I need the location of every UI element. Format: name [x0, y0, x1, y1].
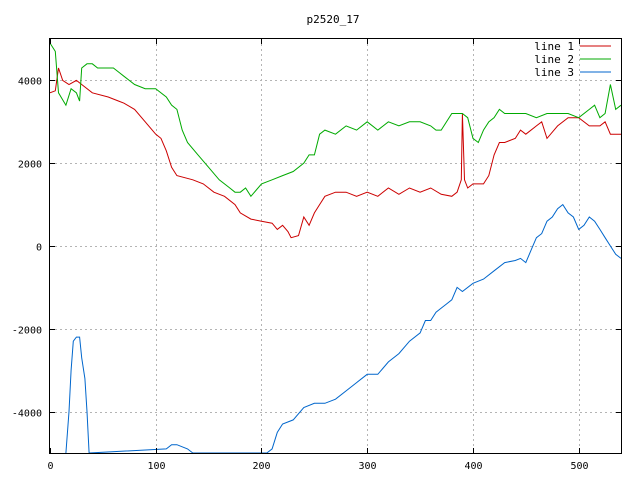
axis-ticks	[50, 39, 621, 453]
x-tick-label: 200	[252, 461, 270, 472]
y-tick-labels: -4000 -2000 0 2000 4000	[12, 77, 42, 420]
x-tick-label: 400	[464, 461, 482, 472]
series-group	[50, 42, 621, 453]
legend-label: line 3	[534, 66, 574, 79]
y-tick-label: 0	[36, 243, 42, 254]
plot-frame	[49, 38, 622, 454]
legend-label: line 2	[534, 53, 574, 66]
series-line-1	[50, 67, 621, 239]
x-tick-label: 0	[47, 461, 53, 472]
grid-lines	[50, 39, 621, 453]
x-tick-label: 500	[570, 461, 588, 472]
y-tick-label: 4000	[18, 77, 42, 88]
series-line-3	[65, 203, 621, 453]
x-tick-labels: 0 100 200 300 400 500	[47, 461, 588, 472]
legend-label: line 1	[534, 40, 574, 53]
y-tick-label: -4000	[12, 409, 42, 420]
y-tick-label: -2000	[12, 326, 42, 337]
x-tick-label: 100	[147, 461, 165, 472]
y-tick-label: 2000	[18, 160, 42, 171]
x-tick-label: 300	[358, 461, 376, 472]
series-line-2	[50, 42, 621, 198]
chart-title: p2520_17	[307, 13, 360, 26]
